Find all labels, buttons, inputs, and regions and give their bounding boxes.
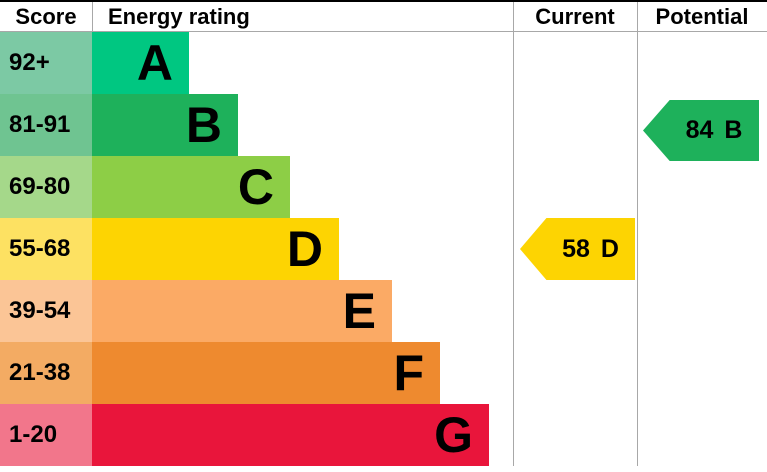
rating-row-e: 39-54 E [0, 280, 513, 342]
score-range-f: 21-38 [0, 342, 92, 404]
current-rating-grade: D [600, 234, 619, 263]
rating-bar-f: F [92, 342, 440, 404]
header-current: Current [535, 3, 615, 29]
rating-bar-e: E [92, 280, 392, 342]
potential-rating-value: 84 [685, 116, 714, 144]
rating-row-g: 1-20 G [0, 404, 513, 466]
header-score: Score [15, 3, 77, 29]
header-underline [0, 31, 767, 32]
potential-rating-arrow: 84 B [643, 100, 759, 161]
rating-row-c: 69-80 C [0, 156, 513, 218]
score-range-c: 69-80 [0, 156, 92, 218]
rating-bar-a: A [92, 32, 189, 94]
rating-bar-d: D [92, 218, 339, 280]
score-range-g: 1-20 [0, 404, 92, 466]
score-range-d: 55-68 [0, 218, 92, 280]
rating-bands: 92+ A 81-91 B 69-80 C 55-68 D 39-54 E 21… [0, 32, 513, 466]
rating-bar-g: G [92, 404, 489, 466]
header-row: Score Energy rating Current Potential [0, 2, 767, 31]
potential-rating-grade: B [724, 116, 743, 144]
divider-current-potential [637, 2, 638, 466]
rating-row-f: 21-38 F [0, 342, 513, 404]
rating-row-d: 55-68 D [0, 218, 513, 280]
rating-bar-c: C [92, 156, 290, 218]
current-rating-arrow: 58 D [520, 218, 635, 280]
current-rating-value: 58 [562, 234, 590, 263]
score-range-a: 92+ [0, 32, 92, 94]
header-energy-rating: Energy rating [108, 3, 250, 29]
divider-energy-current [513, 2, 514, 466]
top-border [0, 0, 767, 2]
rating-row-b: 81-91 B [0, 94, 513, 156]
rating-row-a: 92+ A [0, 32, 513, 94]
rating-bar-b: B [92, 94, 238, 156]
score-range-b: 81-91 [0, 94, 92, 156]
score-range-e: 39-54 [0, 280, 92, 342]
divider-score-energy [92, 2, 93, 31]
header-potential: Potential [655, 3, 749, 29]
